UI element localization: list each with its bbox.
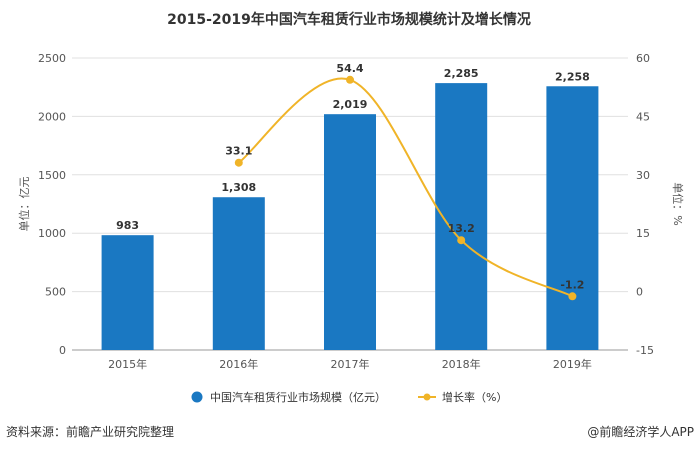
x-tick-label: 2015年 — [108, 357, 147, 371]
growth-value-label: -1.2 — [560, 278, 584, 291]
bar — [324, 114, 376, 350]
growth-value-label: 33.1 — [225, 145, 252, 158]
chart-title: 2015-2019年中国汽车租赁行业市场规模统计及增长情况 — [167, 11, 531, 28]
y2-tick-label: -15 — [636, 344, 654, 357]
y-tick-label: 500 — [45, 286, 66, 299]
y2-tick-label: 45 — [636, 110, 650, 123]
y-tick-label: 1000 — [38, 227, 66, 240]
credit: @前瞻经济学人APP — [587, 424, 694, 439]
x-tick-label: 2018年 — [442, 357, 481, 371]
axes: 0 500 1000 1500 2000 2500 -15 0 15 30 45 60 2015年 201… — [38, 52, 654, 371]
bar-value-label: 2,019 — [333, 98, 368, 111]
y-tick-label: 1500 — [38, 169, 66, 182]
legend: 中国汽车租赁行业市场规模（亿元） 增长率（%） — [191, 390, 507, 404]
legend-line-label: 增长率（%） — [442, 390, 507, 404]
growth-value-label: 13.2 — [448, 222, 475, 235]
y2-tick-label: 60 — [636, 52, 650, 65]
source-note: 资料来源：前瞻产业研究院整理 — [6, 424, 174, 439]
growth-line-path — [238, 77, 573, 298]
legend-line-dot — [423, 393, 431, 401]
growth-point — [568, 292, 577, 301]
growth-point — [457, 236, 466, 245]
y-tick-label: 0 — [59, 344, 66, 357]
legend-bar-label: 中国汽车租赁行业市场规模（亿元） — [210, 390, 386, 404]
y-tick-label: 2000 — [38, 110, 66, 123]
legend-bar-marker — [191, 391, 203, 403]
y2-axis-label: 单位：% — [671, 182, 685, 225]
bar — [435, 83, 488, 350]
bar — [546, 86, 599, 351]
y2-tick-label: 0 — [636, 286, 643, 299]
y-tick-label: 2500 — [38, 52, 66, 65]
x-tick-label: 2017年 — [331, 357, 370, 371]
bar-value-label: 1,308 — [221, 181, 256, 194]
growth-line: 33.1 54.4 13.2 -1.2 — [225, 62, 584, 301]
bar-value-label: 2,258 — [555, 70, 590, 83]
bar-value-label: 983 — [116, 219, 139, 232]
x-tick-label: 2019年 — [553, 357, 592, 371]
growth-value-label: 54.4 — [336, 62, 363, 75]
y2-tick-label: 15 — [636, 227, 650, 240]
y-axis-label: 单位：亿元 — [17, 177, 31, 232]
growth-point — [234, 158, 243, 167]
bar — [101, 235, 154, 350]
bar — [212, 197, 265, 350]
growth-point — [346, 75, 354, 84]
bar-value-label: 2,285 — [444, 67, 479, 80]
x-tick-label: 2016年 — [219, 357, 258, 371]
y2-tick-label: 30 — [636, 169, 650, 182]
bars: 983 1,308 2,019 2,285 2,258 — [101, 67, 599, 351]
